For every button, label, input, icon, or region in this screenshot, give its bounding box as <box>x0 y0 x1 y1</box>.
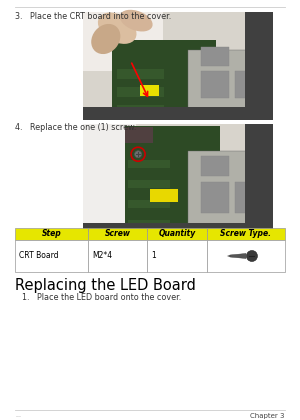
Bar <box>128 220 170 228</box>
Text: Quantity: Quantity <box>158 229 196 239</box>
Bar <box>83 124 136 232</box>
Bar <box>235 182 262 213</box>
Bar <box>128 180 170 188</box>
Bar <box>149 189 178 202</box>
Text: CRT Board: CRT Board <box>19 252 58 260</box>
Circle shape <box>135 151 142 158</box>
Text: 1: 1 <box>151 252 156 260</box>
Bar <box>140 85 159 96</box>
Bar <box>201 71 229 98</box>
Text: M2*4: M2*4 <box>92 252 112 260</box>
Bar <box>128 160 170 168</box>
Bar <box>147 228 207 240</box>
Circle shape <box>246 250 257 262</box>
Bar <box>83 12 163 71</box>
Bar <box>235 71 262 98</box>
Text: 3.   Place the CRT board into the cover.: 3. Place the CRT board into the cover. <box>15 12 171 21</box>
Bar <box>201 182 229 213</box>
Bar <box>201 47 229 66</box>
Bar <box>116 105 164 115</box>
Bar <box>244 124 273 232</box>
Bar <box>147 240 207 272</box>
Bar <box>83 12 273 120</box>
Ellipse shape <box>98 13 136 44</box>
Bar <box>188 50 267 115</box>
Polygon shape <box>227 255 230 257</box>
Bar <box>112 40 216 118</box>
Polygon shape <box>230 254 246 258</box>
Bar <box>116 69 164 79</box>
Text: Step: Step <box>42 229 61 239</box>
Text: Replacing the LED Board: Replacing the LED Board <box>15 278 196 293</box>
Ellipse shape <box>91 24 120 54</box>
Bar <box>83 223 273 232</box>
Bar <box>88 228 147 240</box>
Text: 4.   Replace the one (1) screw.: 4. Replace the one (1) screw. <box>15 123 136 132</box>
Text: 1.   Place the LED board onto the cover.: 1. Place the LED board onto the cover. <box>22 293 181 302</box>
Text: Screw Type.: Screw Type. <box>220 229 272 239</box>
Text: ...: ... <box>15 413 21 418</box>
Text: Screw: Screw <box>105 229 130 239</box>
Bar <box>207 228 285 240</box>
Bar <box>207 240 285 272</box>
Bar <box>125 127 153 144</box>
Bar <box>15 228 88 240</box>
Ellipse shape <box>120 10 153 32</box>
Text: Chapter 3: Chapter 3 <box>250 413 285 419</box>
Bar <box>188 151 267 227</box>
Bar <box>244 12 273 120</box>
Bar <box>83 107 273 120</box>
Bar <box>128 200 170 208</box>
Bar <box>116 87 164 97</box>
Bar <box>201 156 229 176</box>
Bar <box>125 126 220 230</box>
Bar <box>15 240 88 272</box>
Bar <box>88 240 147 272</box>
Bar <box>83 124 273 232</box>
